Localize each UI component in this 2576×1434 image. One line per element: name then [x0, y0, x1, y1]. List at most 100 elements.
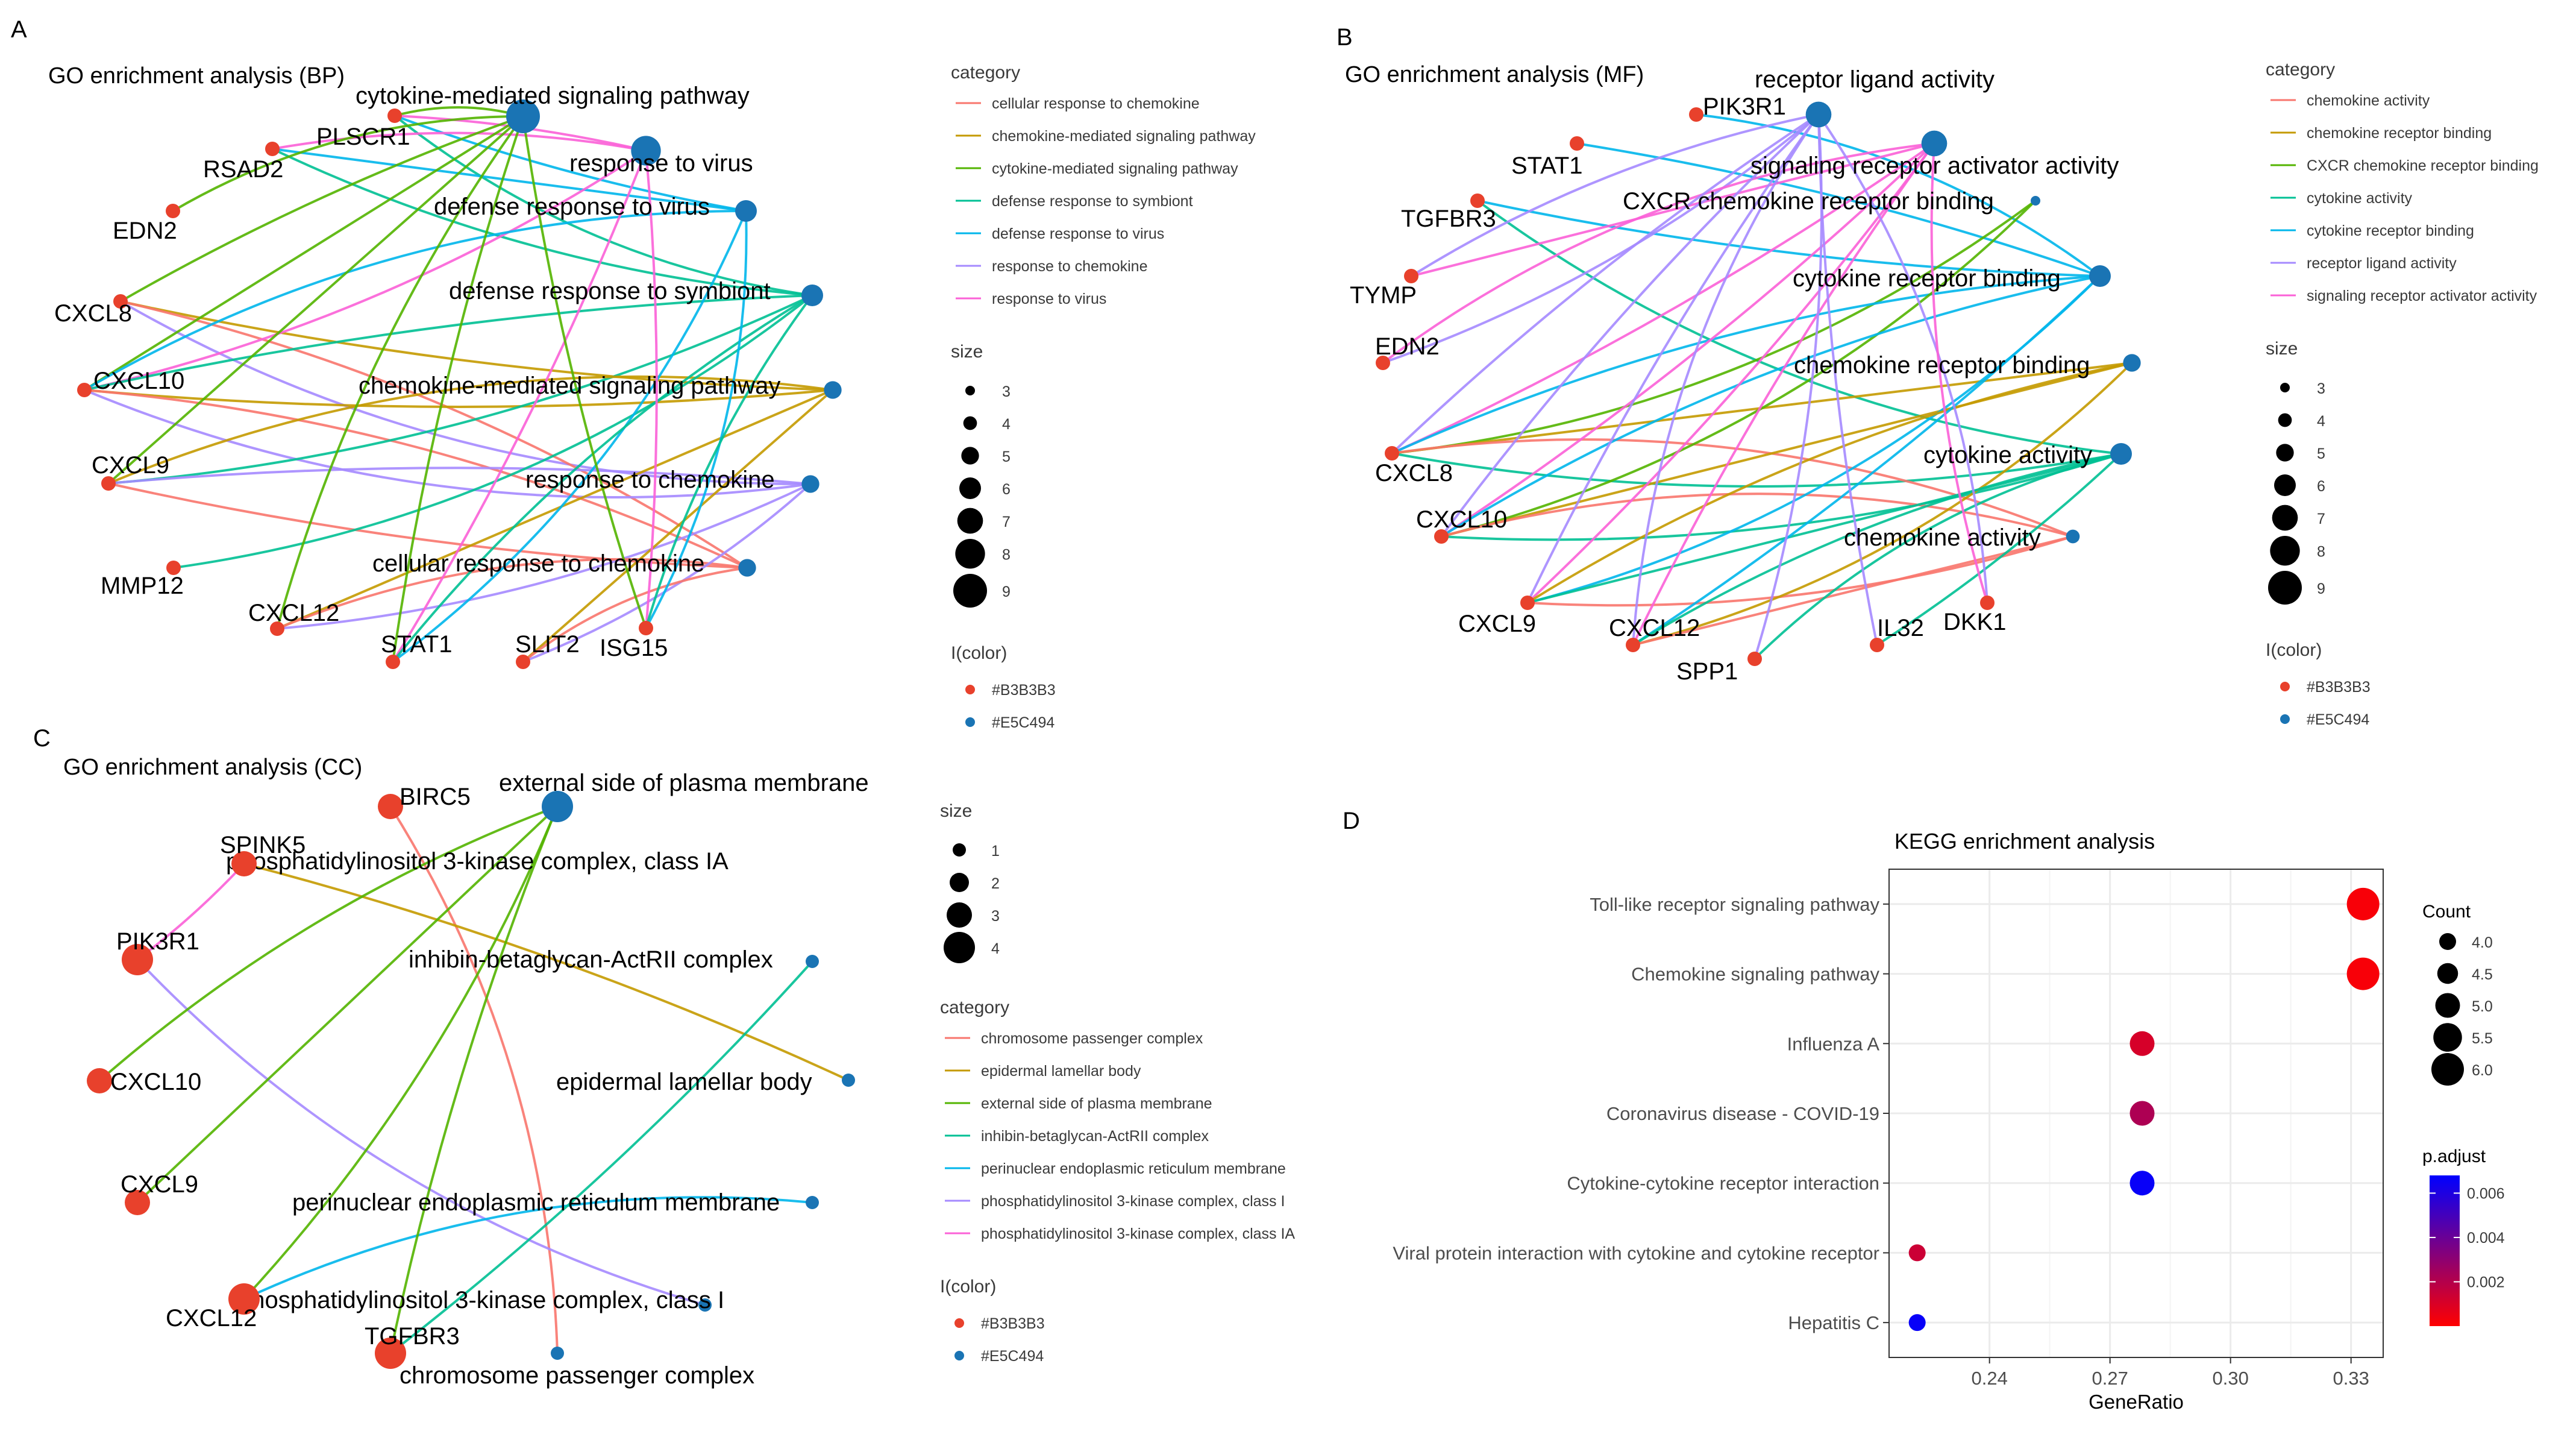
gene-node-cxcl10: [87, 1068, 112, 1093]
legend-size-circle: [2272, 505, 2298, 531]
gene-node-isg15: [639, 621, 653, 635]
legend-color-dot: [2280, 682, 2290, 691]
term-label-cxcr-chemokine-receptor-binding: CXCR chemokine receptor binding: [1623, 188, 1994, 215]
y-tick-label: Hepatitis C: [1788, 1312, 1879, 1333]
legend-category-receptor-ligand-activity: receptor ligand activity: [2307, 255, 2457, 272]
edge-cxcl9-chemokine-mediated-signaling-pathway: [108, 375, 833, 485]
legend-size-4: 4: [2317, 413, 2325, 430]
legend-count-circle: [2433, 1023, 2462, 1052]
edge-cxcl9-chemokine-activity: [1527, 535, 2073, 607]
legend-category-title: category: [2266, 60, 2335, 80]
legend-color-b3b3b3: #B3B3B3: [981, 1315, 1045, 1332]
term-node-signaling-receptor-activator-activity: [1921, 130, 1948, 157]
legend-size-7: 7: [2317, 511, 2325, 527]
legend-category-signaling-receptor-activator-activity: signaling receptor activator activity: [2307, 288, 2537, 304]
legend-count-circle: [2435, 993, 2460, 1018]
legend-size-circle: [947, 902, 972, 928]
legend-padj-colorbar: [2430, 1175, 2460, 1326]
legend-category-title: category: [940, 998, 1009, 1017]
legend-size-1: 1: [991, 843, 1000, 860]
edge-il32-cytokine-activity: [1876, 453, 2122, 646]
edge-il32-receptor-ligand-activity: [1817, 114, 1878, 646]
legend-padj-0-004: 0.004: [2467, 1230, 2505, 1247]
legend-size-circle: [955, 539, 985, 569]
edge-cxcl9-cytokine-mediated-signaling-pathway: [107, 115, 524, 485]
legend-size-4: 4: [1002, 416, 1011, 433]
gene-node-tgfbr3: [375, 1338, 406, 1369]
legend-size-9: 9: [2317, 580, 2325, 597]
term-label-cytokine-activity: cytokine activity: [1923, 442, 2092, 468]
gene-node-cxcl10: [1434, 529, 1449, 544]
panel-label-d: D: [1343, 808, 1360, 834]
edge-stat1-defense-response-to-symbiont: [392, 294, 813, 663]
edge-isg15-defense-response-to-symbiont: [645, 294, 813, 629]
term-node-chemokine-activity: [2066, 529, 2080, 544]
term-node-perinuclear-endoplasmic-reticulum-membrane: [806, 1196, 819, 1209]
term-node-response-to-chemokine: [801, 475, 819, 493]
edge-stat1-cytokine-mediated-signaling-pathway: [392, 116, 524, 662]
legend-count-circle: [2439, 933, 2456, 950]
edge-slit2-response-to-chemokine: [522, 483, 812, 663]
gene-label-rsad2: RSAD2: [203, 156, 283, 183]
gene-label-edn2: EDN2: [113, 218, 177, 244]
legend-size-circle: [953, 843, 966, 857]
edge-tgfbr3-inhibin-betaglycan-actrii-complex: [389, 960, 813, 1354]
edge-stat1-cytokine-receptor-binding: [1576, 142, 2101, 277]
edge-spink5-epidermal-lamellar-body: [243, 863, 849, 1081]
gene-label-cxcl9: CXCL9: [1458, 611, 1536, 637]
x-tick-label: 0.27: [2092, 1368, 2128, 1389]
gene-label-cxcl10: CXCL10: [110, 1069, 201, 1095]
edge-cxcl9-chemokine-receptor-binding: [1526, 362, 2133, 604]
panel-b-nodes: receptor ligand activity signaling recept…: [1350, 66, 2141, 685]
edge-rsad2-response-to-virus: [272, 131, 647, 152]
gene-node-cxcl9: [125, 1190, 150, 1215]
point-cytokine-cytokine-receptor-interaction: [2129, 1171, 2155, 1196]
y-tick-label: Coronavirus disease - COVID-19: [1606, 1103, 1879, 1124]
term-node-defense-response-to-virus: [735, 200, 757, 222]
legend-category-cellular-response-to-chemokine: cellular response to chemokine: [992, 95, 1200, 112]
gene-node-cxcl12: [1626, 638, 1640, 652]
gene-node-slit2: [516, 655, 530, 669]
legend-color-dot: [2280, 714, 2290, 724]
gene-label-isg15: ISG15: [600, 635, 668, 661]
edge-cxcl10-cytokine-mediated-signaling-pathway: [83, 115, 524, 391]
legend-size-3: 3: [1002, 383, 1011, 400]
edge-tymp-signaling-receptor-activator-activity: [1411, 142, 1935, 277]
edge-cxcl8-signaling-receptor-activator-activity: [1391, 142, 1935, 454]
edge-birc5-chromosome-passenger-complex: [389, 805, 559, 1354]
gene-label-cxcl9: CXCL9: [121, 1171, 198, 1198]
term-label-cytokine-mediated-signaling-pathway: cytokine-mediated signaling pathway: [356, 83, 750, 109]
edge-slit2-cellular-response-to-chemokine: [522, 567, 748, 663]
panel-label-c: C: [33, 725, 51, 752]
legend-color-title: I(color): [940, 1277, 996, 1297]
panel-a-legend: category cellular response to chemokine ch…: [951, 63, 1256, 731]
legend-color-dot: [965, 685, 975, 694]
legend-color-dot: [954, 1318, 964, 1328]
edge-cxcl9-cytokine-activity: [1527, 453, 2122, 604]
panel-a-title: GO enrichment analysis (BP): [48, 63, 345, 89]
gene-label-stat1: STAT1: [1511, 153, 1583, 179]
panel-d-plot: Toll-like receptor signaling pathway Chem…: [1393, 869, 2384, 1413]
term-label-response-to-chemokine: response to chemokine: [525, 467, 775, 493]
legend-category-defense-response-to-virus: defense response to virus: [992, 225, 1164, 242]
edge-cxcl8-receptor-ligand-activity: [1391, 113, 1820, 454]
legend-size-circle: [959, 477, 981, 499]
gene-label-tymp: TYMP: [1350, 282, 1417, 309]
edge-cxcl10-chemokine-activity: [1441, 492, 2073, 538]
edge-pik3r1-phosphatidylinositol-3-kinase-complex-class-ia: [136, 863, 245, 961]
panel-d-title: KEGG enrichment analysis: [1894, 829, 2155, 854]
point-viral-protein-interaction-with-cytokine-and-cytokine-receptor: [1908, 1244, 1926, 1262]
edge-cxcl12-cytokine-mediated-signaling-pathway: [276, 115, 524, 629]
term-label-phosphatidylinositol-3-kinase-complex-class-i: phosphatidylinositol 3-kinase complex, c…: [238, 1287, 724, 1313]
gene-node-stat1: [386, 655, 400, 669]
legend-size-8: 8: [1002, 547, 1011, 564]
edge-dkk1-signaling-receptor-activator-activity: [1930, 143, 1988, 603]
legend-size-circle: [2280, 383, 2290, 392]
legend-size-title: size: [940, 801, 972, 821]
y-tick-label: Chemokine signaling pathway: [1631, 964, 1879, 985]
edge-cxcl12-cytokine-activity: [1632, 453, 2122, 646]
gene-node-stat1: [1570, 136, 1584, 151]
gene-label-edn2: EDN2: [1375, 333, 1440, 360]
legend-size-6: 6: [2317, 478, 2325, 495]
